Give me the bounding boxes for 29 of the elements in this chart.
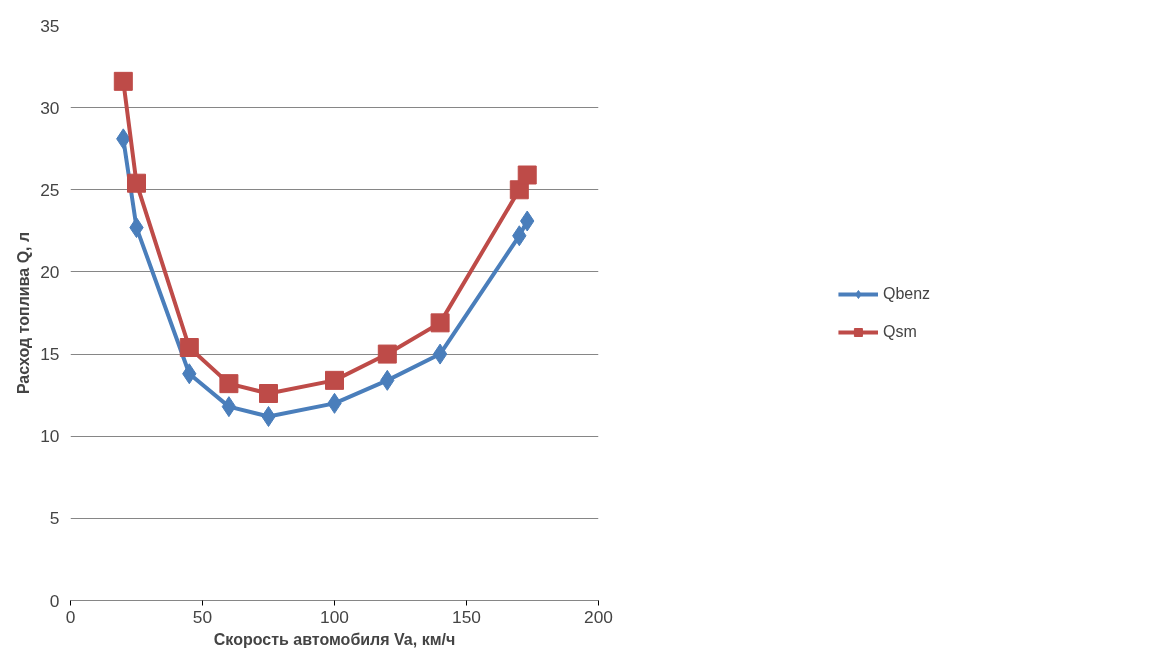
x-tick-label: 200 (584, 606, 613, 627)
x-tick-label: 50 (192, 606, 213, 627)
x-tick-label: 100 (320, 606, 349, 627)
point (127, 173, 146, 193)
point (113, 71, 133, 91)
x-tick-label: 0 (65, 606, 76, 627)
point (219, 374, 239, 394)
point (179, 338, 199, 357)
y-tick-label: 10 (40, 426, 60, 447)
point (432, 343, 448, 365)
legend-label: Qbenz (882, 284, 931, 303)
point (377, 344, 397, 364)
point (325, 370, 344, 390)
y-tick-label: 15 (40, 344, 60, 365)
y-tick-label: 35 (40, 15, 60, 36)
y-tick-label: 20 (40, 261, 60, 282)
point (430, 313, 450, 333)
y-tick-label: 5 (49, 508, 60, 529)
point (259, 384, 278, 403)
x-tick-label: 150 (452, 606, 481, 627)
point (261, 406, 276, 427)
y-tick-label: 25 (40, 179, 60, 200)
legend-label: Qsm (882, 322, 917, 341)
y-tick-label: 0 (49, 590, 60, 611)
point (221, 396, 237, 418)
y-axis-title: Расход топлива Q, л (15, 231, 33, 395)
y-tick-label: 30 (40, 97, 60, 118)
point (517, 165, 537, 185)
x-axis-title: Скорость автомобиля Va, км/ч (213, 630, 456, 648)
